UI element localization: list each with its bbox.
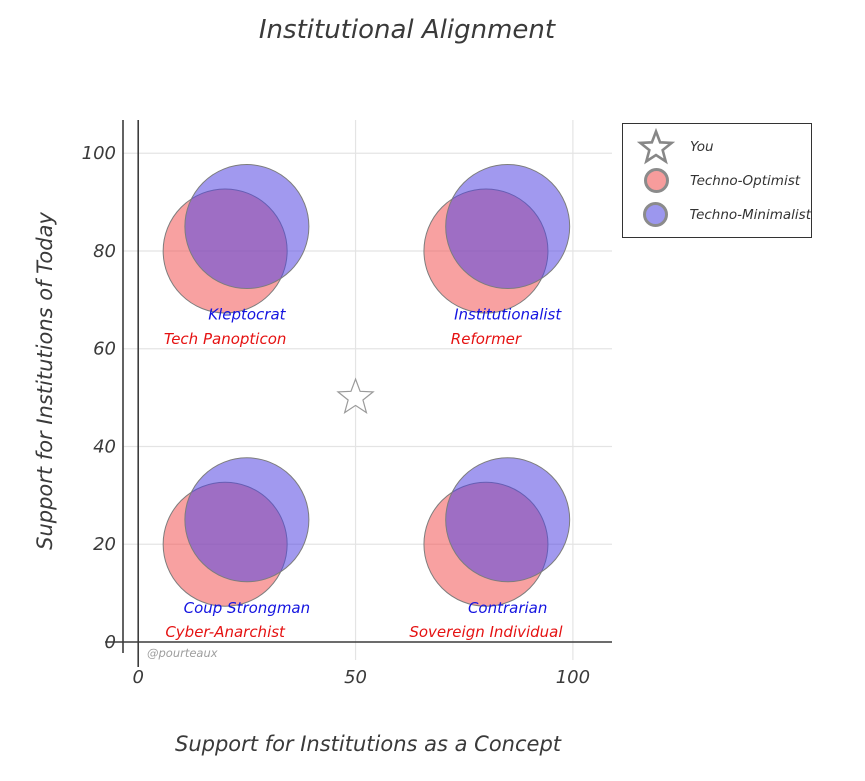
legend: You Techno-Optimist Techno-Minimalist	[622, 123, 812, 238]
legend-marker-box	[637, 168, 675, 193]
legend-item-label: Techno-Minimalist	[689, 206, 811, 223]
y-tick-label-60: 60	[93, 339, 116, 360]
legend-item-label: Techno-Optimist	[690, 172, 801, 189]
legend-star-glyph	[637, 127, 675, 164]
y-tick-label-100: 100	[82, 143, 116, 164]
annotation-sovereign-individual: Sovereign Individual	[409, 623, 563, 641]
bubble-coup-strongman[interactable]	[184, 457, 310, 583]
bubble-kleptocrat[interactable]	[184, 164, 310, 290]
annotation-coup-strongman: Coup Strongman	[184, 599, 311, 617]
annotation-reformer: Reformer	[451, 330, 522, 348]
x-tick-label-0: 0	[132, 667, 143, 688]
legend-item-techno-optimist[interactable]: Techno-Optimist	[637, 164, 811, 198]
annotation-tech-panopticon: Tech Panopticon	[164, 330, 286, 348]
x-tick-label-50: 50	[344, 667, 367, 688]
y-tick-label-80: 80	[93, 241, 116, 262]
bubble-contrarian[interactable]	[445, 457, 571, 583]
watermark: @pourteaux	[147, 646, 218, 660]
y-tick-label-40: 40	[93, 436, 116, 457]
star-icon	[637, 127, 675, 166]
annotation-kleptocrat: Kleptocrat	[208, 306, 286, 324]
legend-item-techno-minimalist[interactable]: Techno-Minimalist	[637, 198, 811, 232]
legend-item-you[interactable]: You	[637, 127, 811, 166]
bubble-institutionalist[interactable]	[445, 164, 571, 290]
annotation-cyber-anarchist: Cyber-Anarchist	[165, 623, 286, 641]
annotation-contrarian: Contrarian	[468, 599, 547, 617]
star-icon-svg	[637, 127, 675, 164]
annotation-institutionalist: Institutionalist	[454, 306, 562, 324]
x-axis-title: Support for Institutions as a Concept	[174, 732, 562, 756]
legend-marker-techno-optimist	[643, 168, 669, 193]
y-tick-label-0: 0	[105, 632, 116, 653]
x-tick-label-100: 100	[556, 667, 590, 688]
legend-marker-techno-minimalist	[643, 202, 669, 227]
legend-item-label: You	[690, 138, 714, 155]
you-star-marker[interactable]	[336, 377, 375, 414]
chart-title: Institutional Alignment	[258, 15, 556, 45]
y-tick-label-20: 20	[93, 534, 116, 555]
legend-marker-box	[637, 202, 674, 227]
